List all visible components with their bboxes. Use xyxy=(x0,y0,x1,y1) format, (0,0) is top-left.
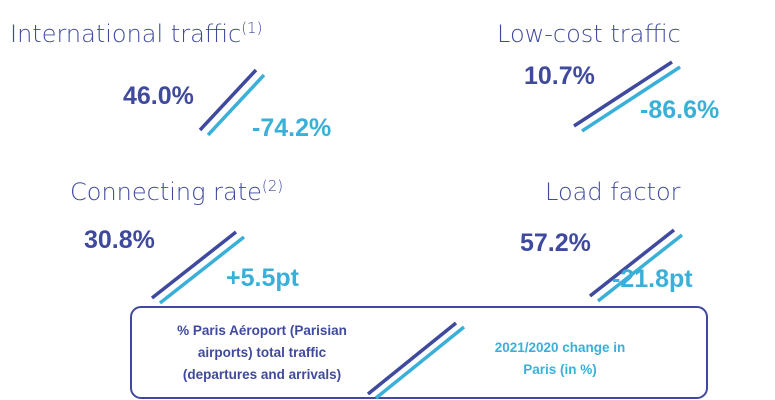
share-value: 10.7% xyxy=(524,62,595,90)
block-title: Connecting rate(2) xyxy=(70,177,283,206)
legend-box xyxy=(130,306,708,399)
slash-dark xyxy=(150,230,238,300)
change-value: -21.8pt xyxy=(612,265,693,293)
share-value: 46.0% xyxy=(123,82,194,110)
legend-left-line: % Paris Aéroport (Parisian xyxy=(177,323,347,338)
block-title: Load factor xyxy=(545,178,681,206)
title-text: Low-cost traffic xyxy=(497,20,681,48)
legend-slash-light xyxy=(374,325,466,400)
title-text: International traffic xyxy=(10,20,241,48)
change-value: -74.2% xyxy=(252,114,331,142)
legend-right-line: 2021/2020 change in xyxy=(495,340,626,355)
block-title: Low-cost traffic xyxy=(497,20,681,48)
legend-slash-dark xyxy=(366,321,458,396)
slash-light xyxy=(206,73,266,137)
legend-left-line: (departures and arrivals) xyxy=(183,367,341,382)
change-value: -86.6% xyxy=(640,96,719,124)
block-title: International traffic(1) xyxy=(10,19,262,48)
slash-dark xyxy=(573,60,673,128)
footnote-ref: (1) xyxy=(241,19,262,37)
legend-left-line: airports) total traffic xyxy=(198,345,327,360)
footnote-ref: (2) xyxy=(262,177,283,195)
slash-light xyxy=(581,65,681,133)
slash-dark xyxy=(198,68,258,132)
legend-right-line: Paris (in %) xyxy=(523,362,597,377)
title-text: Load factor xyxy=(545,178,681,206)
share-value: 57.2% xyxy=(520,229,591,257)
change-value: +5.5pt xyxy=(226,264,300,292)
slash-light xyxy=(158,235,246,305)
slash-dark xyxy=(588,228,676,298)
slash-light xyxy=(596,233,684,303)
share-value: 30.8% xyxy=(84,226,155,254)
title-text: Connecting rate xyxy=(70,178,262,206)
